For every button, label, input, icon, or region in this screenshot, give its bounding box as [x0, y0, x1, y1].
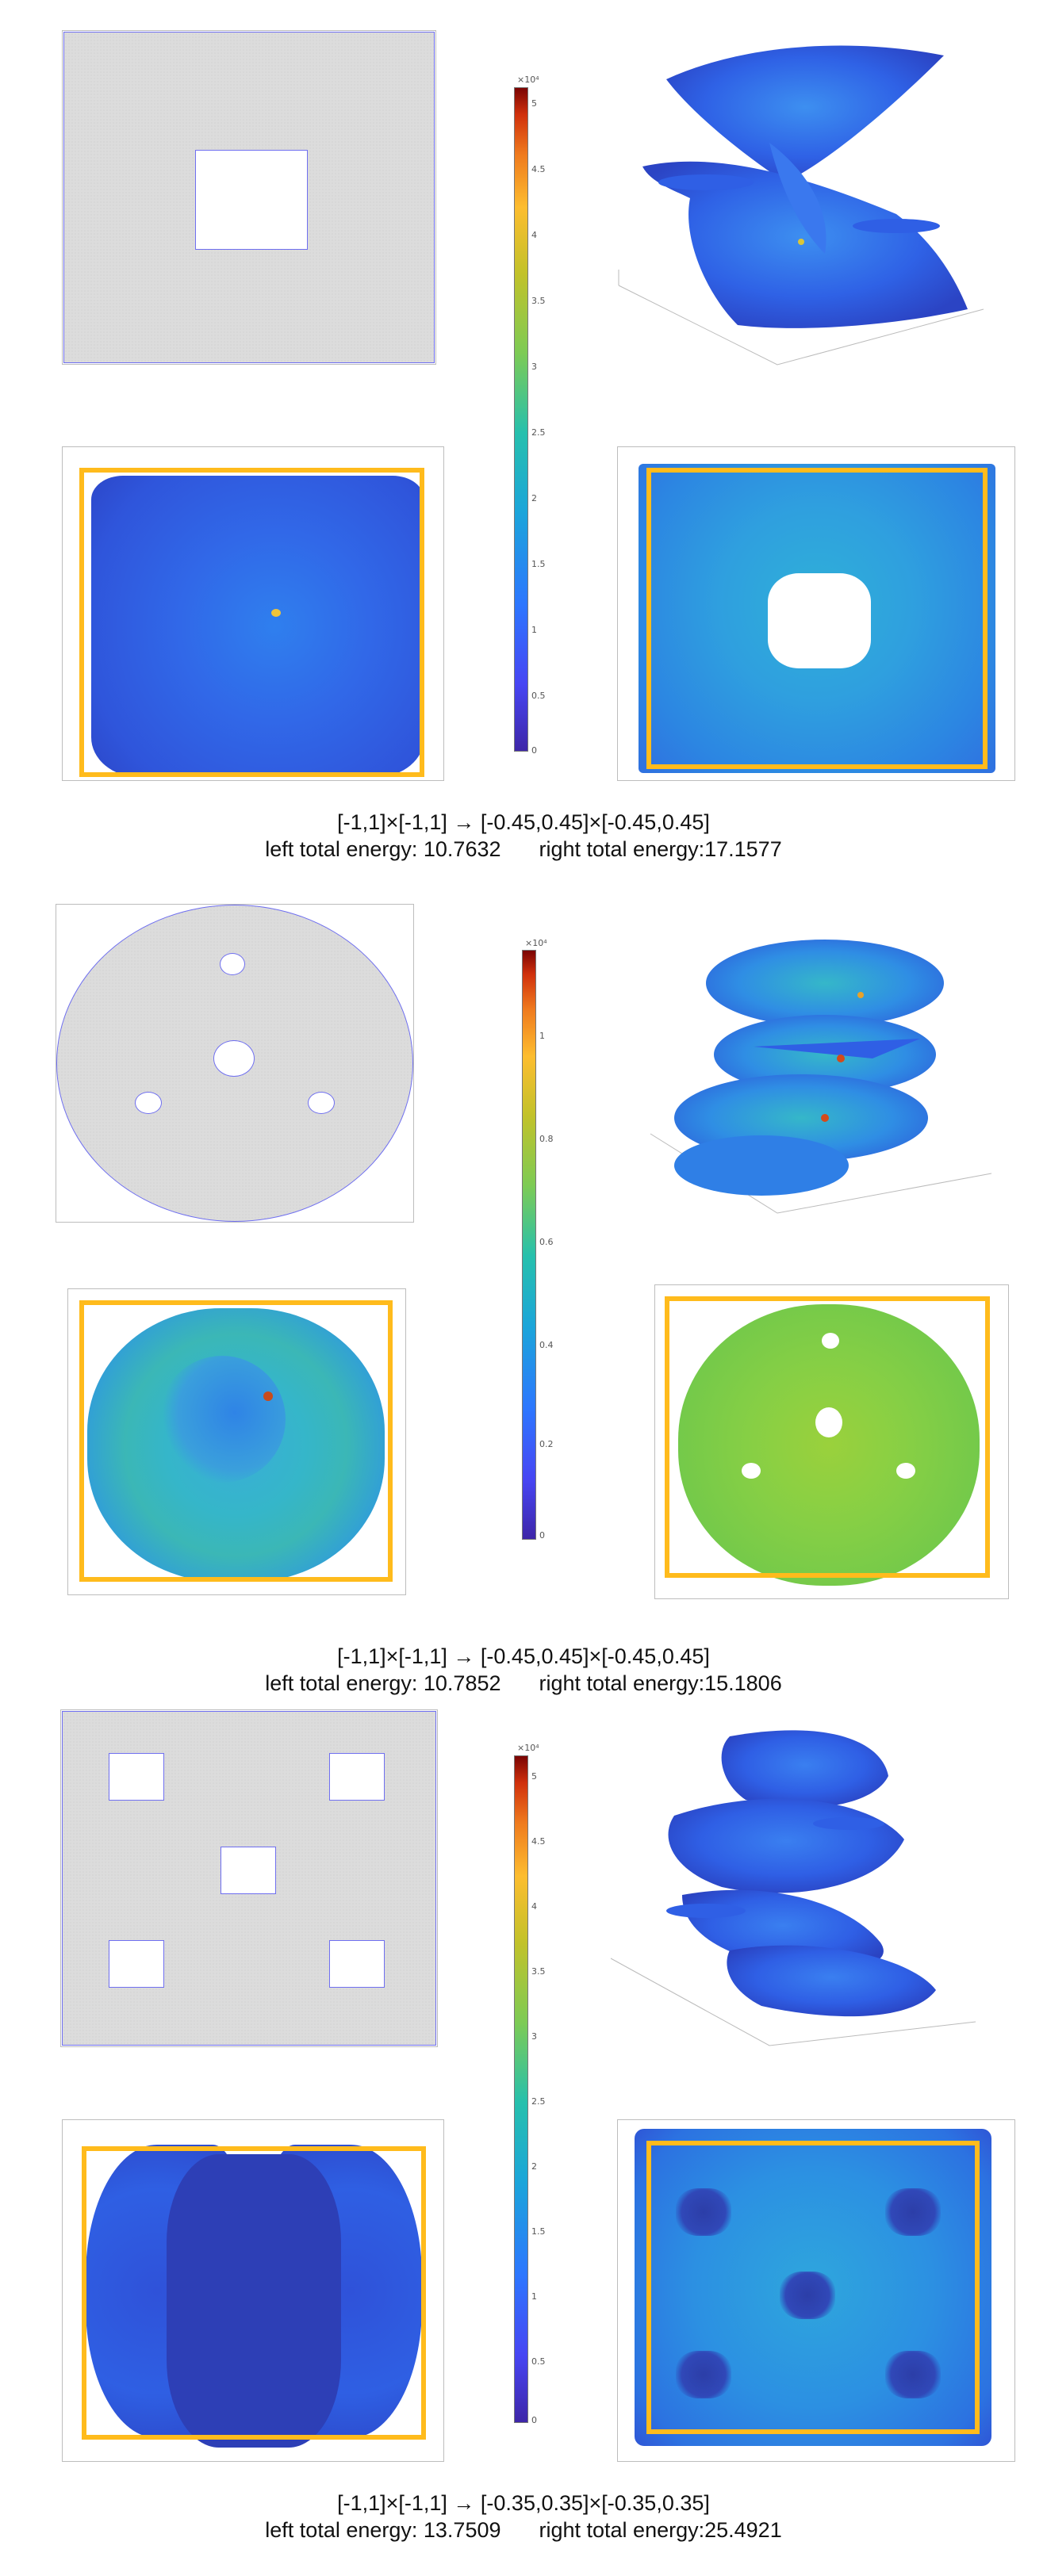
surface-3d-graphic — [618, 45, 984, 366]
colorbar-tick: 3.5 — [531, 1966, 546, 1977]
caption-mapping: [-1,1]×[-1,1] → [-0.35,0.35]×[-0.35,0.35… — [337, 2491, 710, 2515]
left-distortion-heatmap — [91, 476, 424, 777]
surface-3d-graphic — [610, 1730, 976, 2046]
target-domain-frame — [82, 2146, 426, 2440]
colorbar-tick: 0.4 — [539, 1340, 554, 1350]
colorbar-exponent: ×10⁴ — [517, 1743, 539, 1753]
hole-right — [896, 1463, 915, 1479]
left-blob-center — [167, 2154, 341, 2448]
colorbar-tick: 4.5 — [531, 164, 546, 174]
surface-3d-plot-2 — [635, 920, 1007, 1253]
colorbar-tick: 0.5 — [531, 691, 546, 701]
colorbar-tick: 3.5 — [531, 296, 546, 306]
hole-center — [815, 1407, 842, 1437]
hole-top — [822, 1333, 839, 1349]
colorbar-gradient — [514, 87, 528, 752]
colorbar-tick: 2.5 — [531, 2096, 546, 2107]
caption-right-energy: right total energy:17.1577 — [539, 837, 782, 861]
square-hole-top-left — [109, 1753, 164, 1801]
hole-region-top-right — [885, 2188, 941, 2236]
surface-3d-plot-1 — [595, 32, 1007, 381]
square-hole — [195, 150, 308, 250]
caption-mapping: [-1,1]×[-1,1] → [-0.45,0.45]×[-0.45,0.45… — [337, 1644, 710, 1668]
left-result-plot-2 — [63, 1284, 412, 1602]
right-distortion-heatmap — [678, 1304, 980, 1586]
caption-energies: left total energy: 10.7852 right total en… — [0, 1670, 1047, 1697]
hole-region-bottom-left — [676, 2351, 731, 2398]
surface-3d-graphic — [650, 940, 992, 1214]
circular-hole-center — [213, 1040, 255, 1077]
target-domain-frame — [665, 1296, 990, 1578]
input-mesh-plot-2 — [52, 900, 424, 1233]
caption-mapping: [-1,1]×[-1,1] → [-0.45,0.45]×[-0.45,0.45… — [337, 810, 710, 834]
colorbar-gradient — [514, 1755, 528, 2423]
square-hole-bottom-left — [109, 1940, 164, 1988]
colorbar-tick: 5 — [531, 1771, 537, 1782]
caption-2: [-1,1]×[-1,1] → [-0.45,0.45]×[-0.45,0.45… — [0, 1643, 1047, 1697]
caption-1: [-1,1]×[-1,1] → [-0.45,0.45]×[-0.45,0.45… — [0, 809, 1047, 863]
caption-right-energy: right total energy:25.4921 — [539, 2518, 782, 2542]
target-domain-frame — [79, 1300, 393, 1582]
right-result-plot-1 — [611, 440, 1023, 789]
colorbar-tick: 5 — [531, 98, 537, 109]
colorbar-tick: 1 — [531, 2291, 537, 2302]
caption-right-energy: right total energy:15.1806 — [539, 1671, 782, 1695]
colorbar-gradient — [522, 950, 536, 1540]
colorbar-tick: 0.2 — [539, 1439, 554, 1449]
colorbar-tick: 1.5 — [531, 559, 546, 569]
colorbar-tick: 0 — [539, 1530, 545, 1541]
colorbar-exponent: ×10⁴ — [517, 75, 539, 85]
deformed-hole — [768, 573, 871, 668]
square-hole-bottom-right — [329, 1940, 385, 1988]
surface-3d-plot-3 — [610, 1721, 1007, 2069]
colorbar-tick: 1 — [539, 1031, 545, 1041]
colorbar-tick: 1.5 — [531, 2226, 546, 2237]
hole-left — [742, 1463, 761, 1479]
caption-3: [-1,1]×[-1,1] → [-0.35,0.35]×[-0.35,0.35… — [0, 2490, 1047, 2543]
swirl-region — [159, 1356, 286, 1483]
colorbar-tick: 3 — [531, 362, 537, 372]
square-domain — [62, 1711, 436, 2046]
target-domain-frame — [79, 468, 424, 777]
circular-hole-right — [308, 1092, 335, 1114]
colorbar-tick: 0 — [531, 745, 537, 756]
colorbar-tick: 0.8 — [539, 1134, 554, 1144]
circular-hole-left — [135, 1092, 162, 1114]
colorbar-tick: 4 — [531, 230, 537, 240]
colorbar-tick: 0.5 — [531, 2356, 546, 2367]
colorbar-tick: 2 — [531, 2161, 537, 2172]
disk-domain — [56, 905, 413, 1222]
colorbar-tick: 1 — [531, 625, 537, 635]
colorbar-tick: 2.5 — [531, 427, 546, 438]
hole-region-center — [780, 2272, 835, 2319]
square-hole-center — [221, 1847, 276, 1894]
colorbar-tick: 4.5 — [531, 1836, 546, 1847]
colorbar-tick: 4 — [531, 1901, 537, 1912]
square-hole-top-right — [329, 1753, 385, 1801]
caption-left-energy: left total energy: 10.7852 — [265, 1671, 501, 1695]
colorbar-tick: 0.6 — [539, 1237, 554, 1247]
colorbar-tick: 3 — [531, 2031, 537, 2042]
left-result-plot-3 — [56, 2113, 452, 2470]
input-mesh-plot-3 — [56, 1705, 444, 2054]
input-mesh-plot-1 — [56, 24, 444, 373]
circular-hole-top — [220, 953, 245, 975]
target-domain-frame — [646, 2141, 980, 2434]
caption-left-energy: left total energy: 10.7632 — [265, 837, 501, 861]
caption-energies: left total energy: 10.7632 right total en… — [0, 836, 1047, 863]
singularity-spot — [271, 609, 281, 617]
right-result-plot-3 — [611, 2113, 1023, 2470]
singularity-spot — [263, 1391, 273, 1401]
hole-region-bottom-right — [885, 2351, 941, 2398]
colorbar-tick: 2 — [531, 493, 537, 503]
square-domain — [63, 32, 435, 363]
right-result-plot-2 — [650, 1280, 1015, 1606]
caption-energies: left total energy: 13.7509 right total en… — [0, 2517, 1047, 2543]
caption-left-energy: left total energy: 13.7509 — [265, 2518, 501, 2542]
target-domain-frame — [646, 468, 988, 769]
hole-region-top-left — [676, 2188, 731, 2236]
colorbar-tick: 0 — [531, 2415, 537, 2425]
left-result-plot-1 — [56, 440, 452, 789]
colorbar-exponent: ×10⁴ — [525, 938, 547, 948]
